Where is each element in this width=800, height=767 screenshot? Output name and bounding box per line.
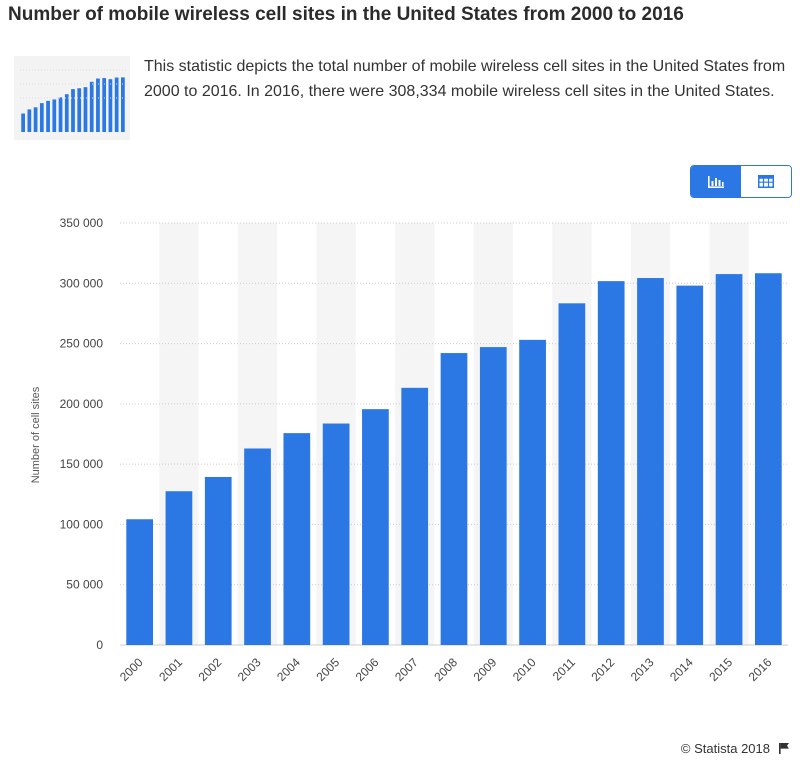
bar-2001[interactable] — [165, 491, 193, 645]
y-tick-label: 250 000 — [60, 337, 104, 351]
y-axis-label: Number of cell sites — [30, 386, 42, 483]
thumb-bar — [83, 87, 88, 132]
thumb-bar — [102, 78, 107, 132]
x-tick-label: 2013 — [628, 655, 657, 684]
x-tick-label: 2007 — [392, 655, 421, 684]
x-tick-label: 2014 — [667, 655, 696, 684]
x-tick-label: 2000 — [117, 655, 146, 684]
x-tick-label: 2009 — [471, 655, 500, 684]
thumbnail-svg — [20, 69, 126, 132]
thumb-bar — [52, 99, 57, 132]
thumb-bar — [71, 89, 75, 132]
bar-2003[interactable] — [244, 448, 271, 645]
thumb-bar — [96, 78, 100, 132]
y-tick-label: 0 — [96, 638, 103, 652]
thumb-bar — [108, 79, 113, 132]
copyright: © Statista 2018 — [680, 740, 770, 756]
bar-2010[interactable] — [519, 339, 546, 645]
description: This statistic depicts the total number … — [144, 58, 786, 100]
thumb-bar — [77, 88, 82, 132]
bar-2006[interactable] — [362, 409, 389, 645]
bar-2008[interactable] — [440, 353, 468, 645]
page-title: Number of mobile wireless cell sites in … — [8, 4, 684, 25]
bar-2016[interactable] — [754, 273, 782, 645]
thumb-bar — [33, 107, 38, 132]
bar-2012[interactable] — [597, 281, 625, 645]
thumb-bar — [114, 77, 119, 132]
x-tick-label: 2010 — [510, 655, 539, 684]
bar-2005[interactable] — [322, 423, 350, 645]
bar-2015[interactable] — [715, 274, 743, 645]
y-tick-label: 100 000 — [60, 517, 104, 531]
bar-2007[interactable] — [401, 387, 429, 645]
x-tick-label: 2001 — [156, 655, 185, 684]
x-tick-label: 2008 — [431, 655, 460, 684]
y-tick-label: 350 000 — [60, 216, 104, 230]
y-tick-label: 150 000 — [60, 457, 104, 471]
x-tick-label: 2016 — [746, 655, 775, 684]
x-tick-label: 2005 — [313, 655, 342, 684]
y-tick-label: 200 000 — [60, 397, 104, 411]
bar-2009[interactable] — [479, 347, 507, 645]
chart-view-button[interactable] — [691, 166, 741, 197]
thumb-bar — [39, 103, 44, 132]
x-tick-label: 2002 — [196, 655, 225, 684]
thumb-bar — [89, 81, 94, 132]
x-tick-label: 2003 — [235, 655, 264, 684]
bar-2002[interactable] — [204, 476, 232, 645]
y-tick-label: 300 000 — [60, 276, 104, 290]
thumb-bar — [121, 77, 125, 132]
chart-thumbnail-icon — [14, 56, 130, 140]
table-icon — [758, 175, 774, 188]
footer: © Statista 2018 — [681, 739, 790, 757]
bar-2014[interactable] — [676, 285, 704, 645]
bar-chart: 0 50 000 100 000 150 000 200 000 250 000 300 0… — [30, 216, 788, 684]
bar-2000[interactable] — [126, 519, 154, 645]
chart-area: 0 50 000 100 000 150 000 200 000 250 000 300 0… — [0, 205, 800, 715]
thumb-bar — [64, 94, 69, 132]
flag-icon[interactable] — [778, 742, 790, 754]
x-tick-label: 2004 — [274, 655, 303, 684]
x-tick-label: 2012 — [589, 655, 618, 684]
thumb-bar — [27, 109, 32, 132]
bar-2004[interactable] — [283, 433, 311, 645]
x-tick-label: 2006 — [353, 655, 382, 684]
bar-chart-icon — [708, 175, 724, 188]
thumb-bar — [21, 113, 25, 132]
x-tick-label: 2015 — [706, 655, 735, 684]
y-tick-label: 50 000 — [66, 578, 103, 592]
thumb-bar — [46, 100, 50, 132]
table-view-button[interactable] — [741, 166, 791, 197]
bar-2011[interactable] — [558, 303, 586, 645]
view-toggle — [690, 165, 792, 198]
bar-2013[interactable] — [637, 278, 664, 645]
thumb-bar — [58, 97, 63, 132]
x-tick-label: 2011 — [550, 655, 578, 683]
